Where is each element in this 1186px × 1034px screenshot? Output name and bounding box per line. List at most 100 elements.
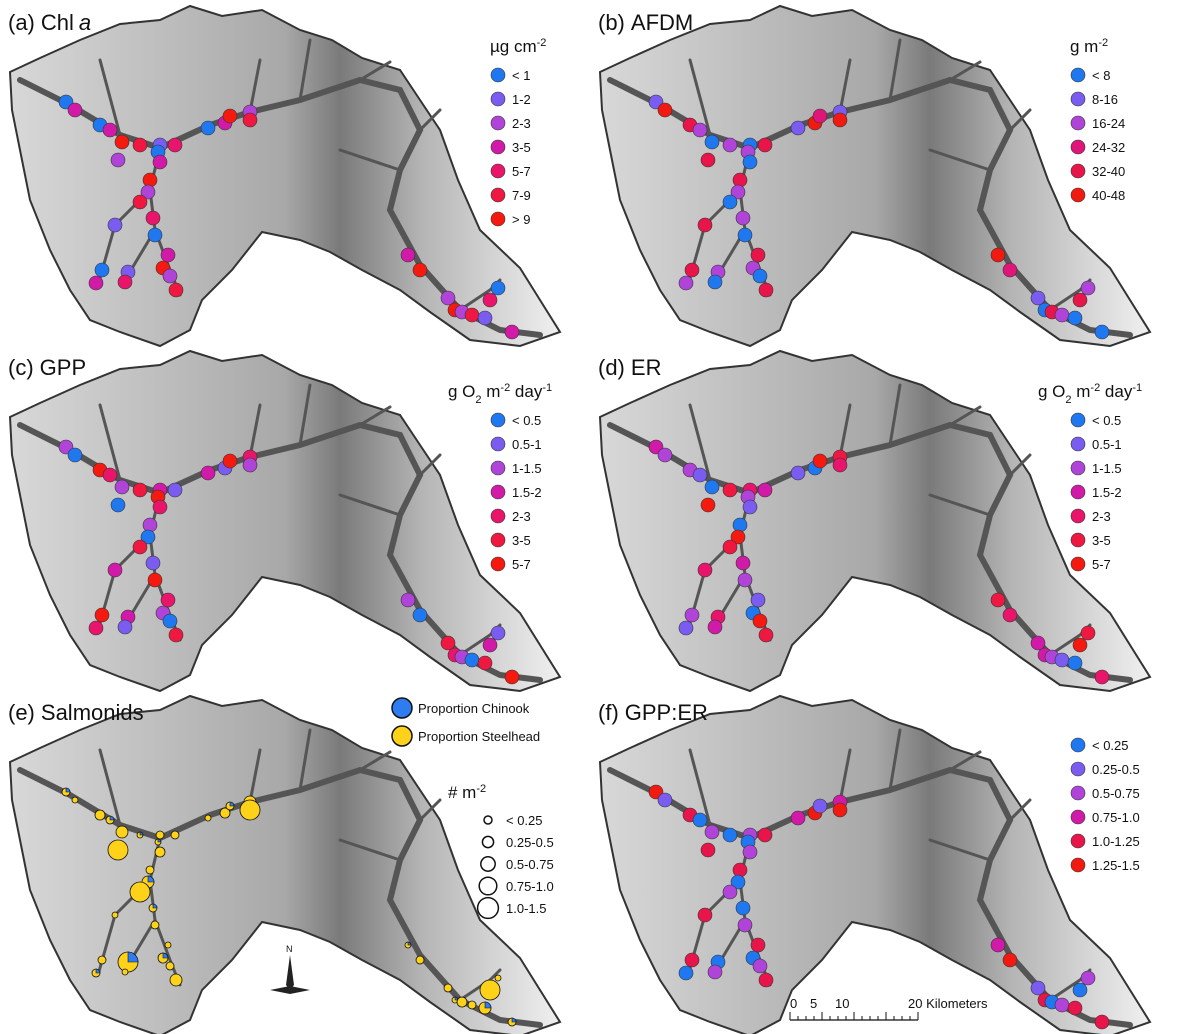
site-marker bbox=[163, 269, 177, 283]
legend-swatch bbox=[1071, 92, 1085, 106]
site-marker bbox=[103, 468, 117, 482]
size-legend-swatch bbox=[478, 898, 499, 919]
page: {"panels": [ {"tag": "(a)", "title": "Ch… bbox=[0, 0, 1186, 1034]
site-marker bbox=[143, 173, 157, 187]
site-marker bbox=[991, 248, 1005, 262]
legend-unit: # m-2 bbox=[448, 783, 486, 802]
unit-part: -2 bbox=[1090, 382, 1100, 394]
legend-label: 1.5-2 bbox=[512, 485, 542, 500]
panel-title: (a)Chla bbox=[8, 10, 91, 35]
site-marker bbox=[505, 670, 519, 684]
site-marker bbox=[685, 953, 699, 967]
site-marker bbox=[68, 103, 82, 117]
site-marker bbox=[1073, 638, 1087, 652]
panel-title: (d)ER bbox=[598, 355, 661, 380]
salmonid-pie bbox=[112, 912, 118, 918]
site-marker bbox=[679, 276, 693, 290]
site-marker bbox=[758, 138, 772, 152]
site-marker bbox=[758, 483, 772, 497]
panel-title-text: AFDM bbox=[631, 10, 693, 35]
site-marker bbox=[723, 483, 737, 497]
site-marker bbox=[1003, 953, 1017, 967]
legend-label: > 9 bbox=[512, 212, 530, 227]
legend-label: 1.0-1.25 bbox=[1092, 834, 1140, 849]
legend-unit: g O2 m-2 day-1 bbox=[1038, 382, 1142, 406]
scale-label: 10 bbox=[835, 996, 849, 1011]
pie-legend-label: Proportion Chinook bbox=[418, 701, 530, 716]
site-marker bbox=[161, 248, 175, 262]
unit-part: g m bbox=[1070, 37, 1098, 56]
site-marker bbox=[736, 556, 750, 570]
figure: (a)Chlaµg cm-2< 11-22-33-55-77-9> 9(b)AF… bbox=[0, 0, 1186, 1034]
legend-swatch bbox=[491, 509, 505, 523]
panel-tag: (c) bbox=[8, 355, 34, 380]
site-marker bbox=[115, 480, 129, 494]
site-marker bbox=[401, 248, 415, 262]
legend-label: 5-7 bbox=[512, 557, 531, 572]
salmonid-pie bbox=[170, 974, 182, 986]
site-marker bbox=[791, 466, 805, 480]
legend-swatch bbox=[491, 437, 505, 451]
unit-part: day bbox=[510, 382, 543, 401]
panel-title: (b)AFDM bbox=[598, 10, 693, 35]
site-marker bbox=[201, 121, 215, 135]
site-marker bbox=[133, 483, 147, 497]
salmonid-pie bbox=[495, 975, 501, 981]
site-marker bbox=[441, 636, 455, 650]
salmonid-pie bbox=[72, 797, 78, 803]
legend-swatch bbox=[1071, 413, 1085, 427]
site-marker bbox=[1081, 971, 1095, 985]
site-marker bbox=[698, 908, 712, 922]
legend-swatch bbox=[1071, 509, 1085, 523]
site-marker bbox=[833, 113, 847, 127]
site-marker bbox=[146, 211, 160, 225]
site-marker bbox=[1068, 311, 1082, 325]
site-marker bbox=[708, 620, 722, 634]
panel-title-text: Chl bbox=[41, 10, 74, 35]
site-marker bbox=[736, 211, 750, 225]
unit-part: -1 bbox=[542, 382, 552, 394]
scale-label: 5 bbox=[810, 996, 817, 1011]
salmonid-pie bbox=[457, 997, 467, 1007]
legend-label: 2-3 bbox=[512, 509, 531, 524]
site-marker bbox=[1055, 308, 1069, 322]
unit-part: -2 bbox=[1098, 37, 1108, 49]
legend-swatch bbox=[1071, 762, 1085, 776]
legend-swatch bbox=[1071, 858, 1085, 872]
panel-tag: (d) bbox=[598, 355, 625, 380]
site-marker bbox=[733, 173, 747, 187]
watershed-map bbox=[600, 696, 1150, 1034]
site-marker bbox=[413, 263, 427, 277]
salmonid-pie bbox=[165, 942, 171, 948]
site-marker bbox=[1031, 291, 1045, 305]
panel-title: (e)Salmonids bbox=[8, 700, 144, 725]
salmonid-pie bbox=[468, 1001, 476, 1009]
site-marker bbox=[108, 563, 122, 577]
panel-tag: (e) bbox=[8, 700, 35, 725]
size-legend-label: 0.25-0.5 bbox=[506, 835, 554, 850]
size-legend-label: 0.5-0.75 bbox=[506, 857, 554, 872]
site-marker bbox=[68, 448, 82, 462]
size-legend-label: < 0.25 bbox=[506, 813, 543, 828]
site-marker bbox=[89, 621, 103, 635]
legend-swatch bbox=[491, 188, 505, 202]
watershed-map bbox=[600, 6, 1150, 346]
site-marker bbox=[118, 275, 132, 289]
legend-swatch bbox=[491, 557, 505, 571]
site-marker bbox=[743, 500, 757, 514]
legend-label: 1-1.5 bbox=[512, 461, 542, 476]
site-marker bbox=[751, 593, 765, 607]
legend-label: 2-3 bbox=[1092, 509, 1111, 524]
site-marker bbox=[685, 608, 699, 622]
site-marker bbox=[753, 614, 767, 628]
site-marker bbox=[111, 498, 125, 512]
site-marker bbox=[723, 138, 737, 152]
site-marker bbox=[658, 103, 672, 117]
site-marker bbox=[743, 155, 757, 169]
legend-label: < 1 bbox=[512, 68, 530, 83]
site-marker bbox=[115, 135, 129, 149]
site-marker bbox=[153, 155, 167, 169]
site-marker bbox=[505, 325, 519, 339]
